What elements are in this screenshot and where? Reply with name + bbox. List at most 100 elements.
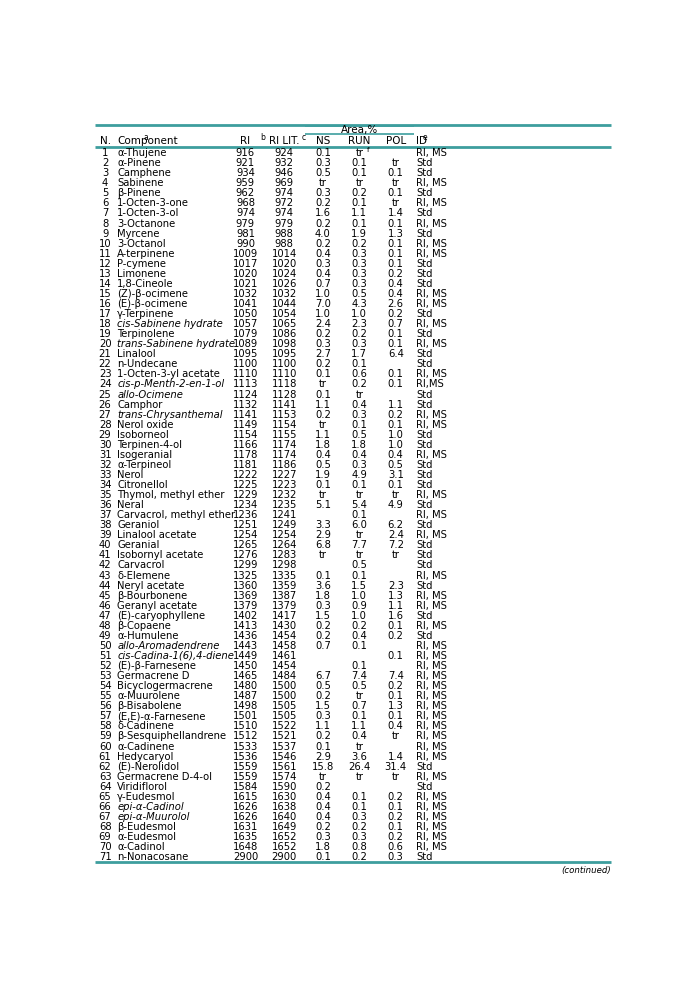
Text: tr: tr [319,491,327,500]
Text: 27: 27 [99,410,112,420]
Text: 42: 42 [99,560,112,570]
Text: 0.1: 0.1 [351,420,367,430]
Text: 16: 16 [99,299,112,309]
Text: Isogeranial: Isogeranial [117,450,172,460]
Text: 1413: 1413 [233,621,258,631]
Text: RI LIT.: RI LIT. [269,136,300,146]
Text: 1635: 1635 [233,832,258,842]
Text: 7.0: 7.0 [315,299,331,309]
Text: 33: 33 [99,470,112,480]
Text: RI, MS: RI, MS [416,822,447,832]
Text: 1249: 1249 [271,520,297,530]
Text: 1.5: 1.5 [351,581,367,591]
Text: 0.4: 0.4 [388,289,404,299]
Text: 2.4: 2.4 [388,530,404,540]
Text: 1630: 1630 [271,791,297,801]
Text: tr: tr [392,550,400,560]
Text: 1020: 1020 [271,259,297,269]
Text: 1057: 1057 [233,319,258,329]
Text: 0.1: 0.1 [388,168,404,179]
Text: 0.4: 0.4 [351,399,367,409]
Text: n-Undecane: n-Undecane [117,359,178,369]
Text: 1501: 1501 [233,711,258,721]
Text: 32: 32 [99,460,112,470]
Text: RI, MS: RI, MS [416,199,447,209]
Text: 70: 70 [99,842,112,852]
Text: (E)-β-Farnesene: (E)-β-Farnesene [117,661,196,671]
Text: 0.7: 0.7 [351,701,367,711]
Text: 5.1: 5.1 [315,500,331,510]
Text: 41: 41 [99,550,112,560]
Text: α-Terpineol: α-Terpineol [117,460,172,470]
Text: 1360: 1360 [233,581,258,591]
Text: RI, MS: RI, MS [416,299,447,309]
Text: 959: 959 [236,179,255,189]
Text: 0.1: 0.1 [388,822,404,832]
Text: Std: Std [416,189,433,199]
Text: 1652: 1652 [271,842,297,852]
Text: Std: Std [416,611,433,621]
Text: 4: 4 [102,179,108,189]
Text: 0.9: 0.9 [351,601,367,611]
Text: 39: 39 [99,530,112,540]
Text: 0.3: 0.3 [351,410,367,420]
Text: 981: 981 [236,228,255,238]
Text: 1021: 1021 [233,279,258,289]
Text: β-Pinene: β-Pinene [117,189,161,199]
Text: (continued): (continued) [561,866,611,875]
Text: 0.2: 0.2 [315,631,331,640]
Text: 67: 67 [99,812,112,822]
Text: 0.1: 0.1 [388,379,404,389]
Text: tr: tr [319,550,327,560]
Text: 0.7: 0.7 [315,640,331,651]
Text: 1.3: 1.3 [388,701,404,711]
Text: 1.1: 1.1 [351,721,367,732]
Text: 1.8: 1.8 [315,842,331,852]
Text: RI, MS: RI, MS [416,571,447,581]
Text: 1128: 1128 [271,389,297,399]
Text: 1487: 1487 [233,691,258,701]
Text: 988: 988 [275,228,294,238]
Text: 2.3: 2.3 [351,319,367,329]
Text: 0.2: 0.2 [351,379,367,389]
Text: 1223: 1223 [271,480,297,490]
Text: Std: Std [416,329,433,340]
Text: 5.4: 5.4 [351,500,367,510]
Text: Linalool acetate: Linalool acetate [117,530,196,540]
Text: Nerol: Nerol [117,470,143,480]
Text: Isobornyl acetate: Isobornyl acetate [117,550,203,560]
Text: Std: Std [416,259,433,269]
Text: 0.1: 0.1 [388,218,404,228]
Text: 0.1: 0.1 [315,480,331,490]
Text: 2.6: 2.6 [388,299,404,309]
Text: 0.3: 0.3 [315,340,331,350]
Text: 6.0: 6.0 [351,520,367,530]
Text: 1032: 1032 [271,289,297,299]
Text: 1153: 1153 [271,410,297,420]
Text: 1.6: 1.6 [315,209,331,218]
Text: Std: Std [416,269,433,279]
Text: 1254: 1254 [271,530,297,540]
Text: 924: 924 [275,148,294,158]
Text: 7.4: 7.4 [351,671,367,681]
Text: 1.7: 1.7 [351,350,367,359]
Text: Carvacrol: Carvacrol [117,560,165,570]
Text: n-Nonacosane: n-Nonacosane [117,852,189,862]
Text: e: e [422,133,426,142]
Text: 968: 968 [236,199,255,209]
Text: RI, MS: RI, MS [416,691,447,701]
Text: 0.1: 0.1 [351,802,367,812]
Text: tr: tr [392,772,400,781]
Text: 69: 69 [99,832,112,842]
Text: 1500: 1500 [271,681,297,691]
Text: γ-Eudesmol: γ-Eudesmol [117,791,176,801]
Text: 1498: 1498 [233,701,258,711]
Text: 0.5: 0.5 [351,681,367,691]
Text: β-Copaene: β-Copaene [117,621,171,631]
Text: Nerol oxide: Nerol oxide [117,420,174,430]
Text: Neryl acetate: Neryl acetate [117,581,185,591]
Text: 1631: 1631 [233,822,258,832]
Text: 6.8: 6.8 [315,540,331,550]
Text: α-Pinene: α-Pinene [117,158,161,168]
Text: Std: Std [416,520,433,530]
